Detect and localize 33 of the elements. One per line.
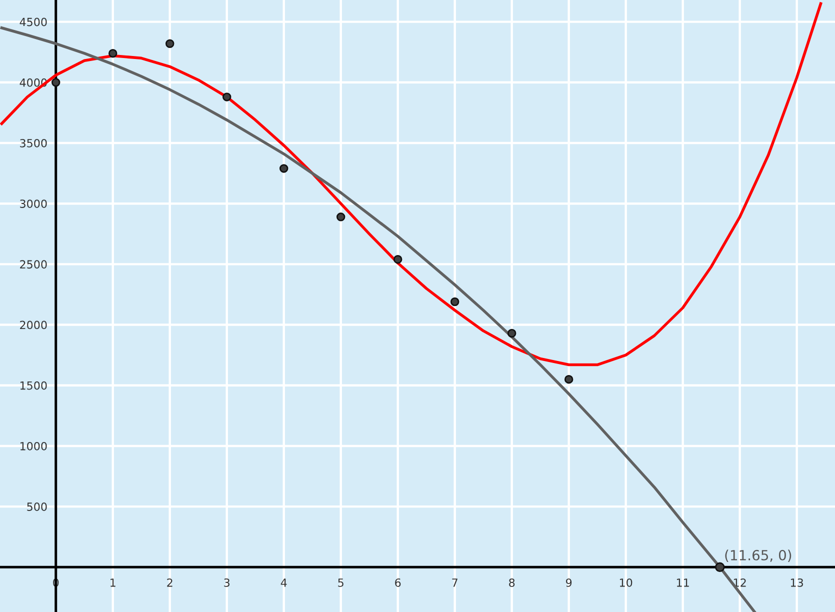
point	[279, 164, 288, 173]
y-tick-label: 4500	[20, 18, 47, 26]
line-series	[0, 2, 822, 366]
point	[564, 374, 574, 384]
annotation: (11.65, 0)	[725, 550, 792, 562]
x-tick-label: 4	[280, 578, 287, 587]
y-tick-label: 3500	[20, 138, 47, 148]
point	[222, 92, 232, 102]
x-tick-label: 9	[566, 578, 572, 587]
x-tick-label: 5	[338, 578, 344, 587]
y-tick-label: 1000	[20, 442, 47, 450]
x-tick-label: 2	[167, 578, 172, 587]
x-tick-label: 3	[224, 578, 230, 587]
x-tick-label: 1	[110, 578, 116, 587]
x-tick-label: 7	[452, 578, 458, 587]
point	[165, 39, 174, 48]
point	[336, 212, 346, 222]
x-tick-label: 8	[509, 578, 515, 587]
y-tick-label: 1500	[20, 381, 47, 390]
y-tick-label: 3000	[20, 200, 47, 208]
point	[507, 328, 516, 338]
y-tick-label: 2500	[20, 260, 47, 269]
point	[450, 297, 460, 306]
x-tick-label: 13	[790, 578, 803, 587]
point	[108, 48, 118, 58]
point	[51, 78, 60, 87]
point	[715, 562, 725, 572]
x-tick-label: 6	[395, 578, 401, 587]
x-tick-label: 10	[620, 578, 632, 587]
y-tick-label: 500	[27, 502, 47, 511]
point	[393, 254, 402, 264]
x-tick-label: 11	[676, 578, 689, 587]
y-tick-label: 2000	[20, 320, 47, 330]
